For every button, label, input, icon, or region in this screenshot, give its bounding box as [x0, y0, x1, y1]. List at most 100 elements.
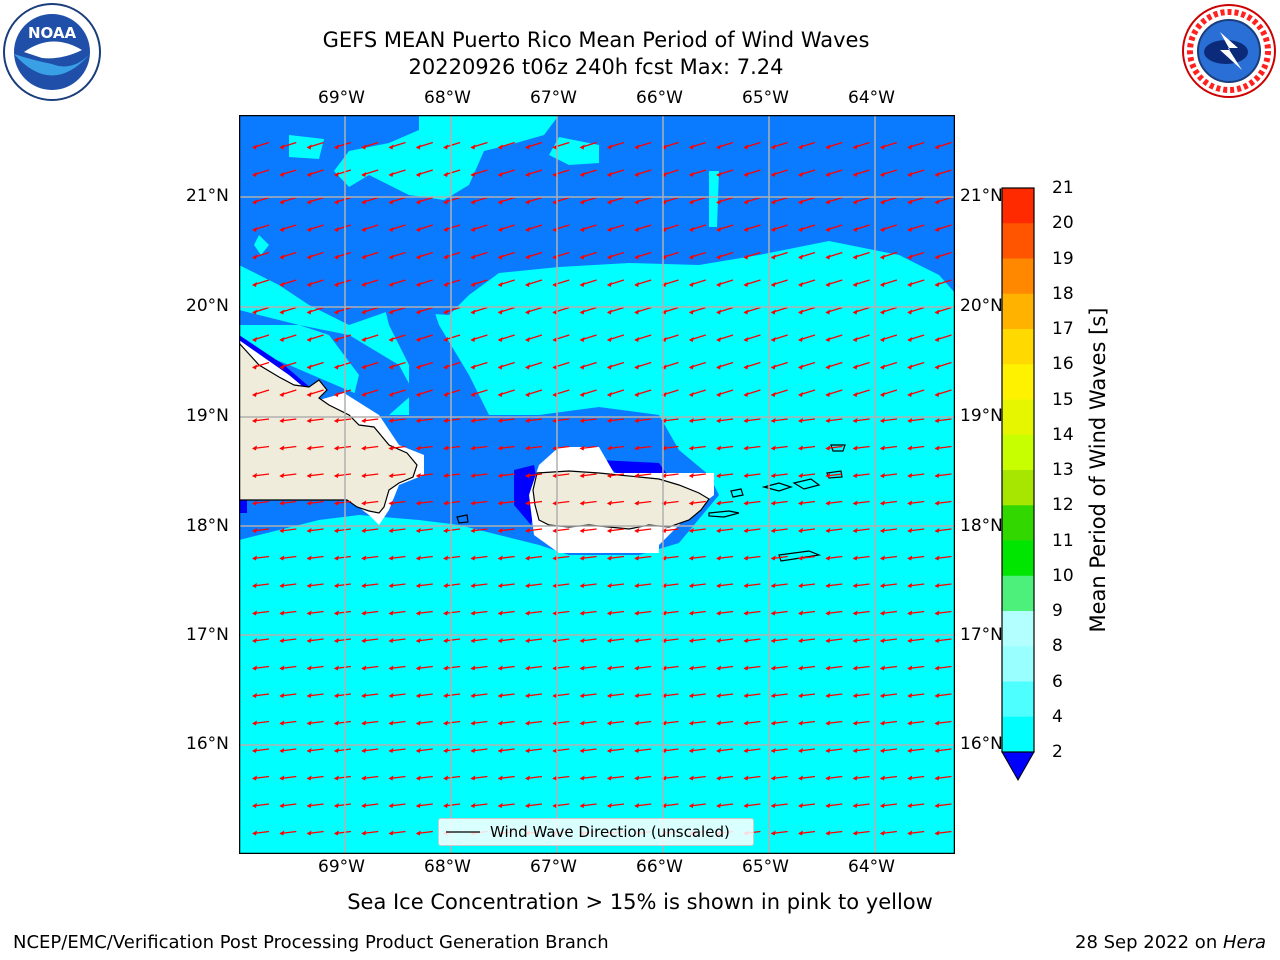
wind-arrow — [552, 334, 570, 342]
wind-arrow — [798, 803, 816, 808]
wind-arrow — [934, 251, 952, 260]
wind-arrow — [879, 583, 897, 588]
wind-arrow — [252, 500, 270, 506]
wind-arrow — [306, 361, 324, 370]
wind-arrow — [934, 693, 952, 698]
colorbar-band — [1002, 434, 1034, 471]
wind-arrow — [879, 720, 897, 726]
wind-arrow — [907, 251, 925, 260]
wind-arrow — [825, 279, 843, 287]
wind-arrow — [252, 279, 270, 287]
wind-arrow — [879, 748, 897, 753]
wind-arrow — [852, 251, 870, 260]
wind-arrow — [716, 693, 734, 698]
wind-arrow — [634, 638, 652, 643]
wind-arrow — [361, 748, 379, 753]
noaa-logo: NOAA — [2, 2, 102, 102]
wind-arrow — [798, 141, 816, 150]
wind-arrow — [333, 196, 352, 205]
colorbar-ticks: 21 20 19 18 17 16 15 14 13 12 11 10 9 8 6 4 2 — [1052, 178, 1102, 770]
wind-arrow — [688, 141, 706, 150]
wind-arrow — [825, 775, 843, 781]
wind-arrow — [552, 306, 570, 315]
wind-arrow — [279, 610, 297, 616]
wind-arrow — [798, 196, 816, 205]
wind-arrow — [306, 196, 324, 205]
wind-arrow — [634, 418, 652, 423]
cyan-patch-north — [709, 171, 719, 227]
wind-arrow — [579, 803, 597, 808]
wind-arrow — [934, 141, 952, 150]
wind-arrow — [825, 418, 843, 423]
wind-arrow — [743, 418, 761, 423]
wind-arrow — [825, 610, 843, 616]
wind-arrow — [934, 279, 952, 287]
wind-arrow — [634, 473, 652, 478]
wind-arrow — [661, 306, 679, 315]
wind-arrow — [579, 141, 597, 150]
wind-arrow — [443, 665, 461, 671]
wind-arrow — [579, 169, 597, 177]
wind-arrow — [388, 473, 406, 478]
lon-tick-top: 65°W — [742, 88, 789, 108]
wind-arrow — [333, 389, 352, 397]
wind-arrow — [770, 610, 788, 616]
wind-arrow — [579, 445, 597, 451]
wind-arrow — [552, 389, 570, 397]
wind-arrow — [634, 748, 652, 753]
lat-tick-left: 17°N — [186, 625, 229, 645]
wind-arrow — [825, 445, 843, 451]
vieques-island — [708, 510, 740, 518]
wind-arrow — [579, 610, 597, 616]
wind-arrow — [415, 361, 433, 370]
wind-arrow — [252, 555, 270, 561]
wind-arrow — [716, 500, 734, 506]
wind-arrow — [470, 748, 488, 753]
wind-arrow — [716, 473, 734, 478]
wind-arrow — [470, 555, 488, 561]
colorbar-band — [1002, 470, 1034, 506]
wind-arrow — [743, 610, 761, 616]
wind-arrow — [770, 169, 788, 177]
wind-arrow — [470, 445, 488, 451]
wind-arrow — [443, 361, 461, 370]
wind-arrow — [579, 638, 597, 643]
wind-arrow — [852, 610, 870, 616]
wind-arrow — [333, 361, 352, 370]
wind-arrow — [934, 334, 952, 342]
wind-arrow — [552, 361, 570, 370]
wind-arrow — [716, 775, 734, 781]
wind-arrow — [525, 196, 543, 205]
lat-tick-left: 16°N — [186, 734, 229, 754]
wind-arrow — [716, 306, 734, 315]
wind-arrow — [798, 528, 816, 533]
wind-arrow — [470, 141, 488, 150]
wind-arrow — [388, 279, 406, 287]
footer-machine: Hera — [1222, 932, 1266, 953]
noaa-logo-text: NOAA — [28, 24, 77, 42]
wind-arrow — [852, 830, 870, 836]
wind-arrow — [879, 638, 897, 643]
wind-arrow — [252, 693, 270, 698]
wind-arrow — [525, 803, 543, 808]
wind-arrow — [879, 555, 897, 561]
wind-arrow — [606, 775, 624, 781]
wind-arrow — [497, 361, 515, 370]
wind-arrow — [470, 306, 488, 315]
wind-arrow — [634, 555, 652, 561]
wind-arrow — [388, 638, 406, 643]
wind-arrow — [525, 334, 543, 342]
wind-arrow — [798, 748, 816, 753]
wind-arrow — [361, 445, 379, 451]
hispaniola-land — [238, 341, 418, 514]
wind-arrow — [716, 389, 734, 397]
wind-arrow — [743, 169, 761, 177]
wind-arrow — [443, 500, 461, 506]
wind-arrow — [443, 169, 461, 177]
wind-arrow — [606, 610, 624, 616]
wind-arrow — [634, 141, 652, 150]
wind-arrow — [606, 251, 625, 260]
colorbar-band — [1002, 364, 1034, 400]
wind-arrow — [743, 555, 761, 561]
wind-arrow — [552, 610, 570, 616]
